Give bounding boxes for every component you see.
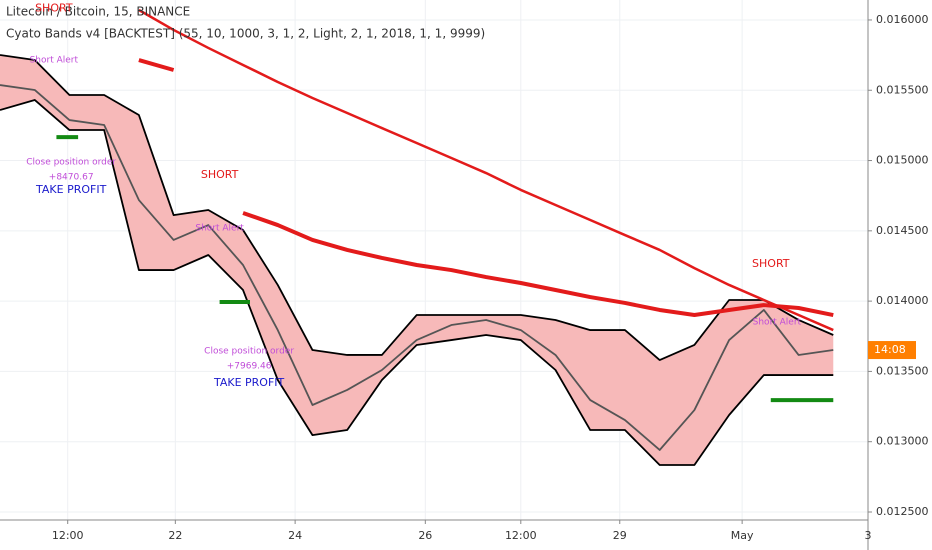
chart-title: Litecoin / Bitcoin, 15, BINANCE — [6, 5, 190, 19]
y-tick-label: 0.014500 — [876, 224, 929, 237]
y-tick-label: 0.012500 — [876, 505, 929, 518]
annotation: Short Alert — [753, 318, 802, 328]
annotation: Short Alert — [195, 224, 244, 234]
price-label-box — [868, 341, 916, 360]
y-tick-label: 0.014000 — [876, 294, 929, 307]
y-tick-label: 0.013000 — [876, 435, 929, 448]
y-tick-label: 0.015500 — [876, 83, 929, 96]
band-fill — [0, 54, 834, 466]
y-tick-label: 0.015000 — [876, 154, 929, 167]
price-label: 14:08 — [874, 343, 906, 356]
x-tick-label: 12:00 — [52, 529, 84, 542]
series-line — [138, 8, 834, 332]
series-line — [0, 54, 834, 361]
x-tick-label: 22 — [168, 529, 182, 542]
annotation: Close position order — [204, 347, 294, 357]
x-tick-label: 26 — [418, 529, 432, 542]
annotation: +8470.67 — [49, 172, 94, 182]
x-tick-label: May — [731, 529, 754, 542]
x-tick-label: 24 — [288, 529, 302, 542]
x-tick-label: 3 — [865, 529, 872, 542]
annotation: TAKE PROFIT — [213, 376, 285, 389]
annotation: SHORT — [201, 168, 239, 181]
y-tick-label: 0.013500 — [876, 364, 929, 377]
plot — [0, 8, 834, 466]
x-tick-label: 29 — [613, 529, 627, 542]
annotation: SHORT — [35, 2, 73, 15]
annotation: TAKE PROFIT — [35, 183, 107, 196]
annotation: SHORT — [752, 257, 790, 270]
annotation: Close position order — [26, 157, 116, 167]
y-tick-label: 0.016000 — [876, 13, 929, 26]
chart-subtitle: Cyato Bands v4 [BACKTEST] (55, 10, 1000,… — [6, 27, 485, 41]
series-line — [138, 58, 834, 318]
annotation: +7969.46 — [227, 362, 272, 372]
series-line — [0, 99, 834, 466]
series-line — [0, 84, 834, 451]
x-tick-label: 12:00 — [505, 529, 537, 542]
annotation: Short Alert — [30, 56, 79, 66]
